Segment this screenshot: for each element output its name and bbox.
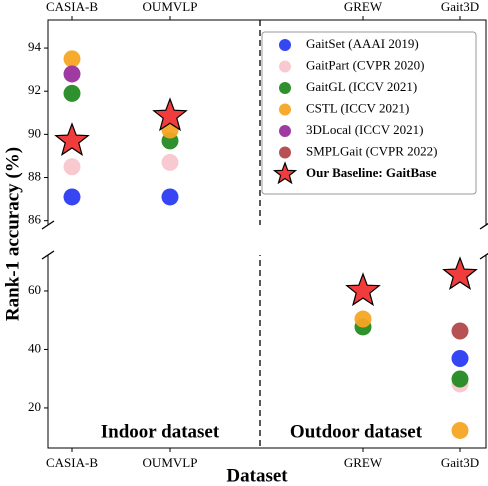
- star-marker: [272, 161, 298, 185]
- x-tick-label: GREW: [344, 455, 383, 470]
- y-axis-label: Rank-1 accuracy (%): [2, 147, 23, 321]
- y-tick-label: 40: [28, 340, 41, 355]
- x-tick-label: GREW: [344, 0, 383, 14]
- point: [279, 39, 291, 51]
- star-marker: [54, 122, 90, 156]
- legend-label: GaitGL (ICCV 2021): [306, 79, 417, 94]
- legend-label: GaitSet (AAAI 2019): [306, 36, 419, 51]
- y-tick-label: 94: [28, 39, 42, 54]
- point: [63, 84, 81, 102]
- x-tick-label: Gait3D: [441, 0, 479, 14]
- point: [279, 82, 291, 94]
- break-mark: [41, 220, 488, 260]
- x-axis-label: Dataset: [226, 465, 288, 486]
- point: [279, 125, 291, 137]
- legend-label: 3DLocal (ICCV 2021): [306, 122, 423, 137]
- legend-label: CSTL (ICCV 2021): [306, 100, 409, 115]
- y-tick-label: 86: [28, 212, 42, 227]
- y-tick-label: 20: [28, 399, 41, 414]
- point: [161, 153, 179, 171]
- point: [279, 60, 291, 73]
- legend: [261, 31, 477, 195]
- point: [63, 50, 81, 68]
- legend-label: Our Baseline: GaitBase: [306, 165, 437, 180]
- x-tick-label: Gait3D: [441, 455, 479, 470]
- star-marker: [442, 256, 478, 290]
- x-tick-label: OUMVLP: [143, 455, 198, 470]
- star-marker: [345, 272, 381, 307]
- annotation: Outdoor dataset: [290, 421, 423, 442]
- point: [451, 350, 469, 368]
- x-tick-label: CASIA-B: [46, 455, 98, 470]
- point: [63, 65, 81, 83]
- point: [63, 158, 81, 176]
- x-tick-label: OUMVLP: [143, 0, 198, 14]
- point: [354, 310, 372, 328]
- point: [451, 370, 469, 388]
- x-tick-label: CASIA-B: [46, 0, 98, 14]
- y-tick-label: 90: [28, 125, 41, 140]
- break-gap: [40, 225, 488, 255]
- y-tick-label: 88: [28, 169, 41, 184]
- point: [279, 103, 291, 116]
- legend-label: SMPLGait (CVPR 2022): [306, 143, 437, 158]
- star-marker: [152, 97, 188, 132]
- point: [451, 421, 469, 439]
- legend-label: GaitPart (CVPR 2020): [306, 57, 424, 72]
- y-tick-label: 92: [28, 82, 41, 97]
- point: [161, 188, 179, 206]
- point: [451, 322, 469, 340]
- y-tick-label: 60: [28, 282, 41, 297]
- annotation: Indoor dataset: [101, 421, 220, 442]
- point: [279, 146, 291, 159]
- point: [63, 188, 81, 206]
